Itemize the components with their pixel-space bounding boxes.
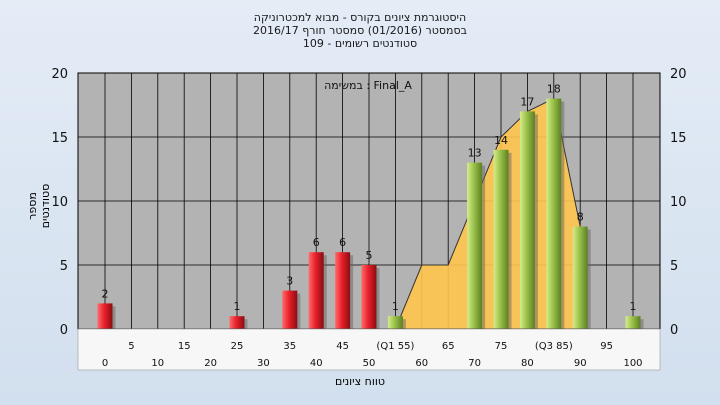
bar-40 xyxy=(308,252,324,329)
x-tick-label: 0 xyxy=(102,358,108,369)
x-tick-label: 5 xyxy=(128,341,134,352)
bar-value-label: 3 xyxy=(286,275,293,288)
bar-75 xyxy=(493,149,509,329)
bar-value-label: 2 xyxy=(102,287,109,300)
bar-90 xyxy=(572,226,588,329)
bar-45 xyxy=(335,252,351,329)
bar-80 xyxy=(519,111,535,330)
x-tick-label: 50 xyxy=(363,358,376,369)
bar-55 xyxy=(387,316,403,329)
y-tick-label-right: 20 xyxy=(670,67,687,82)
x-tick-label: (Q3 85) xyxy=(535,341,573,352)
x-tick-label: 100 xyxy=(623,358,642,369)
x-tick-label: 80 xyxy=(521,358,534,369)
y-tick-label-left: 10 xyxy=(51,195,68,210)
chart-title-line2: בסמסטר (01/2016) סמסטר חורף 2016/17 xyxy=(253,24,467,37)
x-tick-label: 95 xyxy=(600,341,613,352)
y-tick-label-right: 5 xyxy=(670,259,678,274)
x-tick-label: 35 xyxy=(283,341,296,352)
bar-value-label: 1 xyxy=(234,300,241,313)
bar-value-label: 6 xyxy=(339,236,346,249)
x-tick-label: 90 xyxy=(574,358,587,369)
bar-value-label: 1 xyxy=(392,300,399,313)
x-axis-label: טווח ציונים xyxy=(335,375,385,388)
bar-value-label: 18 xyxy=(547,83,561,96)
bar-value-label: 6 xyxy=(313,236,320,249)
chart-title-line1: היסטוגרמת ציונים בקורס - מבוא למכטרוניקה xyxy=(253,11,467,24)
bar-50 xyxy=(361,265,377,329)
y-tick-label-left: 15 xyxy=(51,131,68,146)
x-tick-label: 30 xyxy=(257,358,270,369)
y-tick-label-left: 0 xyxy=(60,323,68,338)
y-tick-label-left: 5 xyxy=(60,259,68,274)
x-tick-label: 70 xyxy=(468,358,481,369)
bar-0 xyxy=(97,303,113,329)
y-axis-label: מספר סטודנטים xyxy=(26,183,52,229)
bar-value-label: 14 xyxy=(494,134,508,147)
y-tick-label-right: 10 xyxy=(670,195,687,210)
bar-85 xyxy=(546,98,562,329)
bar-value-label: 8 xyxy=(577,211,584,224)
bar-35 xyxy=(282,290,298,329)
y-tick-label-left: 20 xyxy=(51,67,68,82)
bar-100 xyxy=(625,316,641,329)
x-axis-band xyxy=(77,328,661,371)
chart-annotation: במשימה : Final_A xyxy=(324,79,412,92)
bar-value-label: 13 xyxy=(468,147,482,160)
bar-value-label: 5 xyxy=(366,249,373,262)
bar-25 xyxy=(229,316,245,329)
bar-value-label: 17 xyxy=(520,95,534,108)
x-tick-label: 25 xyxy=(231,341,244,352)
x-tick-label: 10 xyxy=(151,358,164,369)
x-tick-label: 45 xyxy=(336,341,349,352)
y-tick-label-right: 0 xyxy=(670,323,678,338)
x-tick-label: 15 xyxy=(178,341,191,352)
x-tick-label: 20 xyxy=(204,358,217,369)
x-tick-label: 65 xyxy=(442,341,455,352)
chart-title-line3: סטודנטים רשומים - 109 xyxy=(302,37,418,50)
y-tick-label-right: 15 xyxy=(670,131,687,146)
x-tick-label: 60 xyxy=(415,358,428,369)
x-tick-label: 40 xyxy=(310,358,323,369)
bar-value-label: 1 xyxy=(630,300,637,313)
bar-70 xyxy=(467,162,483,329)
x-tick-label: 75 xyxy=(495,341,508,352)
x-tick-label: (Q1 55) xyxy=(376,341,414,352)
